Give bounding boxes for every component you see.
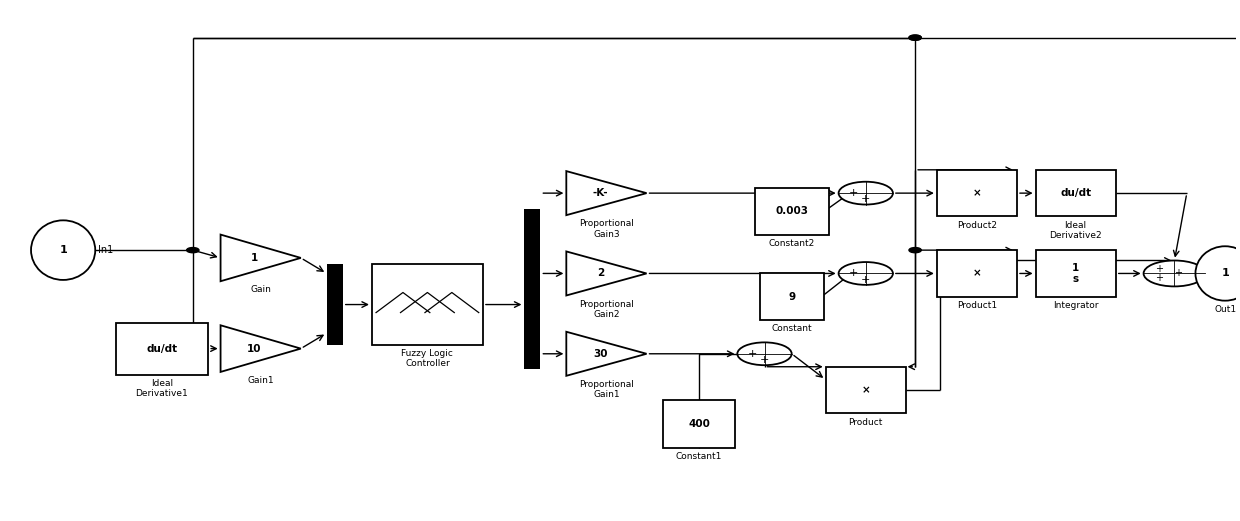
Polygon shape [567, 171, 646, 215]
Polygon shape [567, 332, 646, 376]
Text: 9: 9 [789, 292, 795, 302]
Text: Product1: Product1 [957, 301, 997, 310]
Text: Integrator: Integrator [1053, 301, 1099, 310]
Text: +: + [1173, 268, 1182, 278]
Text: 10: 10 [247, 343, 262, 354]
Text: ×: × [972, 188, 981, 198]
Bar [936, 170, 1017, 216]
Bar [115, 322, 208, 375]
Text: Constant: Constant [771, 324, 812, 333]
Polygon shape [221, 325, 301, 372]
Bar [372, 264, 482, 345]
Text: Proportional
Gain3: Proportional Gain3 [579, 219, 634, 239]
Text: In1: In1 [98, 245, 113, 255]
Bar [1035, 170, 1116, 216]
Text: Ideal
Derivative1: Ideal Derivative1 [135, 379, 188, 398]
Bar [327, 264, 342, 345]
Text: Product: Product [848, 417, 883, 427]
Polygon shape [221, 234, 301, 281]
Text: Gain: Gain [250, 286, 272, 294]
Text: Proportional
Gain2: Proportional Gain2 [579, 300, 634, 319]
Text: 1: 1 [60, 245, 67, 255]
Bar [826, 367, 906, 413]
Text: Proportional
Gain1: Proportional Gain1 [579, 380, 634, 400]
Text: Fuzzy Logic
Controller: Fuzzy Logic Controller [402, 349, 454, 368]
Text: du/dt: du/dt [1060, 188, 1091, 198]
Text: Constant2: Constant2 [769, 239, 815, 247]
Text: 1: 1 [1221, 268, 1229, 278]
Text: Gain1: Gain1 [248, 376, 274, 385]
Bar [663, 400, 735, 448]
Bar [760, 274, 823, 320]
Text: Out1: Out1 [1214, 305, 1236, 314]
Text: -K-: -K- [593, 188, 608, 198]
Circle shape [1143, 260, 1205, 287]
Circle shape [738, 342, 791, 365]
Text: 1: 1 [250, 253, 258, 263]
Circle shape [909, 247, 921, 253]
Text: ×: × [972, 268, 981, 278]
Text: +: + [849, 268, 858, 278]
Circle shape [838, 262, 893, 285]
Text: +: + [861, 194, 870, 204]
Bar [936, 250, 1017, 297]
Text: 2: 2 [596, 268, 604, 278]
Text: +: + [849, 188, 858, 198]
Text: du/dt: du/dt [146, 343, 177, 354]
Text: +: + [1154, 273, 1163, 283]
Text: +: + [1154, 264, 1163, 274]
Text: +: + [748, 349, 756, 359]
Text: Constant1: Constant1 [676, 452, 722, 461]
Text: 30: 30 [593, 349, 608, 359]
Text: 400: 400 [688, 419, 711, 429]
Bar [755, 188, 828, 234]
Ellipse shape [1195, 246, 1240, 301]
Ellipse shape [31, 220, 95, 280]
Circle shape [909, 35, 921, 40]
Bar [1035, 250, 1116, 297]
Text: Ideal
Derivative2: Ideal Derivative2 [1049, 220, 1102, 240]
Text: +: + [861, 275, 870, 284]
Text: ×: × [862, 385, 870, 395]
Text: 0.003: 0.003 [775, 206, 808, 216]
Text: 1
s: 1 s [1073, 263, 1079, 284]
Text: Product2: Product2 [957, 220, 997, 230]
Circle shape [838, 182, 893, 205]
Circle shape [909, 35, 921, 40]
Polygon shape [567, 252, 646, 295]
Bar [525, 209, 541, 369]
Circle shape [186, 247, 198, 253]
Text: +: + [760, 355, 769, 365]
